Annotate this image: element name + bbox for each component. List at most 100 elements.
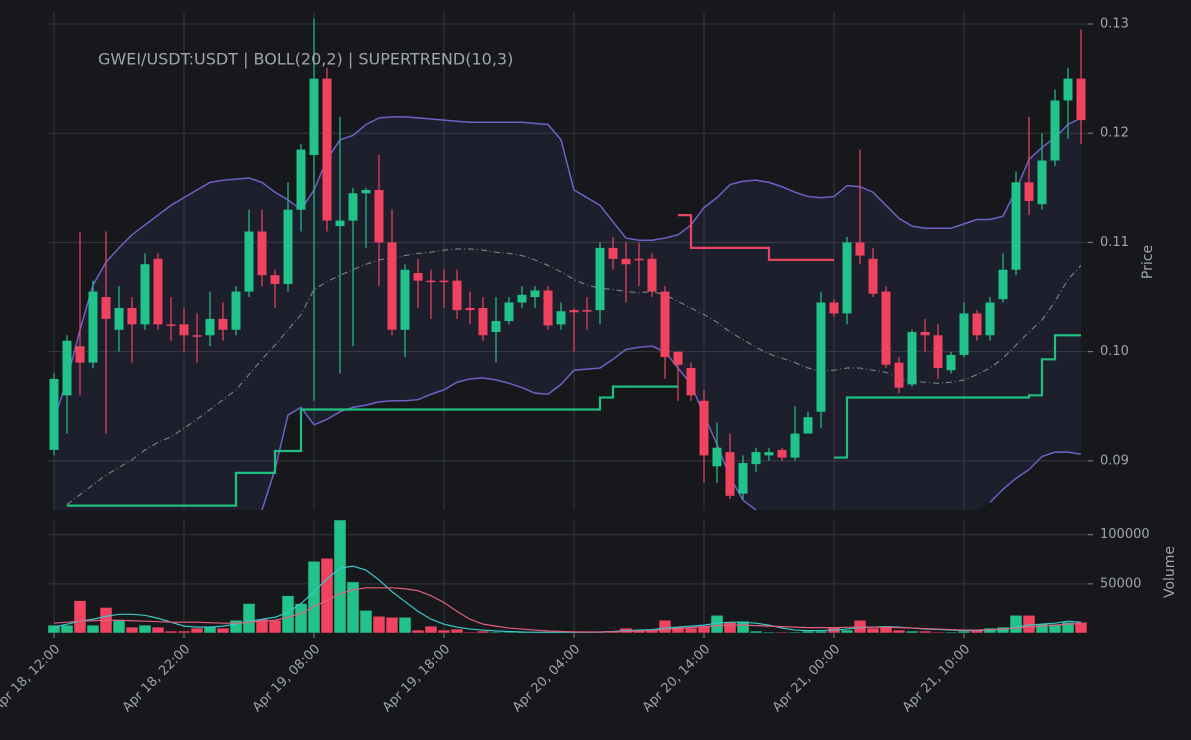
candle-body <box>712 447 722 467</box>
candle-body <box>725 452 735 496</box>
candle-body <box>153 258 163 325</box>
candle-body <box>49 378 59 450</box>
volume-bar <box>125 626 139 634</box>
candle-body <box>387 242 397 330</box>
volume-bar <box>476 630 490 634</box>
candle-body <box>777 449 787 458</box>
candle-body <box>686 368 696 396</box>
candle-body <box>699 400 709 456</box>
candle-body <box>465 307 475 311</box>
candle-body <box>972 313 982 336</box>
candle-body <box>829 302 839 314</box>
volume-bar <box>411 629 425 634</box>
candle-body <box>608 247 618 259</box>
candle-body <box>920 331 930 336</box>
candle-body <box>296 149 306 210</box>
candle-body <box>1024 182 1034 201</box>
candle-body <box>374 190 384 243</box>
candle-body <box>426 280 436 283</box>
candle-body <box>946 354 956 371</box>
volume-bar <box>762 631 776 634</box>
candles <box>49 18 1086 500</box>
candle-body <box>309 78 319 156</box>
candle-body <box>907 331 917 385</box>
candle-body <box>933 335 943 369</box>
volume-bar <box>684 627 698 634</box>
chart-title: GWEI/USDT:USDT | BOLL(20,2) | SUPERTREND… <box>98 50 513 69</box>
y-tick-label: 0.11 <box>1100 235 1129 250</box>
candle-body <box>1037 160 1047 205</box>
volume-bar <box>216 627 230 634</box>
candle-body <box>127 307 137 325</box>
volume-bar <box>385 617 399 634</box>
candle-body <box>114 307 124 330</box>
candle-body <box>361 190 371 194</box>
candle-body <box>1063 78 1073 101</box>
candle-body <box>179 324 189 336</box>
candle-body <box>530 290 540 298</box>
volume-bar <box>73 600 87 634</box>
volume-bar <box>229 619 243 634</box>
candle-body <box>621 258 631 265</box>
candle-body <box>803 417 813 434</box>
volume-bar <box>346 581 360 634</box>
candle-body <box>738 463 748 494</box>
volume-bar <box>190 627 204 634</box>
volume-bar <box>47 624 61 634</box>
volume-bar <box>840 629 854 634</box>
candle-body <box>517 294 527 303</box>
volume-bar <box>931 631 945 634</box>
candle-body <box>647 258 657 292</box>
candle-body <box>244 231 254 292</box>
candle-body <box>790 433 800 458</box>
volume-bar <box>788 631 802 634</box>
volume-bar <box>372 616 386 634</box>
candle-body <box>491 321 501 332</box>
candle-body <box>816 302 826 412</box>
volume-bar <box>1022 615 1036 634</box>
candle-body <box>205 318 215 336</box>
candle-body <box>985 302 995 336</box>
volume-bar <box>957 630 971 634</box>
volume-bar <box>294 603 308 634</box>
candle-body <box>400 269 410 330</box>
volume-bar <box>268 619 282 634</box>
candle-body <box>569 310 579 313</box>
candle-body <box>660 291 670 358</box>
volume-bar <box>1048 623 1062 634</box>
candle-body <box>231 291 241 330</box>
candle-body <box>1076 78 1086 121</box>
volume-bar <box>814 630 828 634</box>
candle-body <box>218 318 228 330</box>
supertrend-down <box>678 214 834 262</box>
volume-bar <box>177 630 191 634</box>
candle-body <box>1011 182 1021 270</box>
volume-bar <box>658 619 672 634</box>
candle-body <box>764 452 774 456</box>
volume-bar <box>905 630 919 634</box>
bb-upper <box>53 116 1082 420</box>
volume-bar <box>112 619 126 634</box>
volume-bar <box>1009 615 1023 634</box>
candle-body <box>257 231 267 276</box>
candle-body <box>270 275 280 284</box>
volume-bar <box>892 629 906 634</box>
volume-bar <box>320 558 334 634</box>
candle-body <box>543 290 553 326</box>
candle-body <box>582 310 592 312</box>
candle-body <box>439 280 449 283</box>
candle-body <box>556 311 566 325</box>
candle-body <box>348 193 358 221</box>
volume-bar <box>489 631 503 634</box>
candle-body <box>88 291 98 363</box>
candle-body <box>595 247 605 311</box>
volume-bar <box>775 631 789 634</box>
volume-bar <box>333 519 347 634</box>
candle-body <box>166 324 176 326</box>
y-axis-label: Price <box>1140 245 1156 279</box>
candle-body <box>881 291 891 365</box>
candle-body <box>634 258 644 261</box>
candle-body <box>452 280 462 311</box>
candle-body <box>504 302 514 322</box>
y-tick-label: 0.10 <box>1100 344 1129 359</box>
